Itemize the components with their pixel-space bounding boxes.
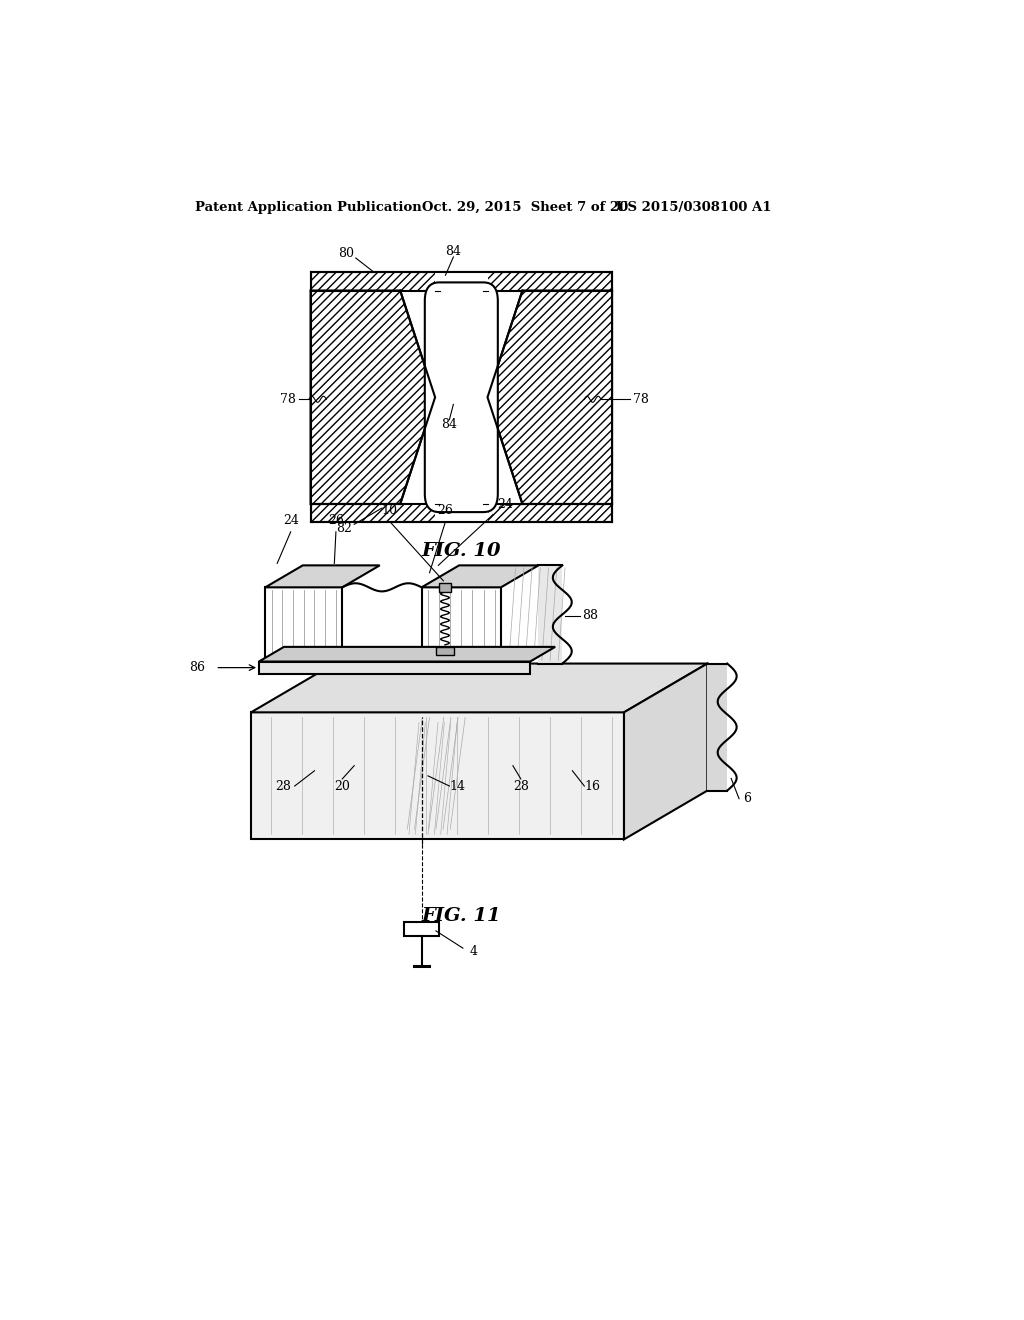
Text: 88: 88	[582, 609, 598, 622]
Polygon shape	[439, 583, 451, 591]
Polygon shape	[435, 504, 487, 523]
FancyBboxPatch shape	[425, 282, 498, 512]
Polygon shape	[251, 664, 708, 713]
Polygon shape	[624, 664, 708, 840]
Text: 28: 28	[274, 780, 291, 792]
Polygon shape	[251, 713, 624, 840]
Text: Oct. 29, 2015  Sheet 7 of 20: Oct. 29, 2015 Sheet 7 of 20	[422, 201, 628, 214]
Text: 6: 6	[743, 792, 751, 805]
Text: 78: 78	[633, 393, 648, 405]
Polygon shape	[265, 587, 342, 664]
Text: 20: 20	[334, 780, 350, 792]
Text: 26: 26	[328, 513, 344, 527]
Polygon shape	[310, 272, 612, 290]
Text: 84: 84	[441, 418, 458, 432]
Text: 24: 24	[283, 513, 299, 527]
Text: 14: 14	[450, 780, 465, 792]
Text: US 2015/0308100 A1: US 2015/0308100 A1	[616, 201, 771, 214]
Text: FIG. 11: FIG. 11	[422, 907, 501, 924]
Text: 84: 84	[445, 246, 462, 259]
Polygon shape	[422, 587, 501, 664]
Text: 82: 82	[336, 521, 352, 535]
Text: FIG. 10: FIG. 10	[422, 541, 501, 560]
Text: 78: 78	[281, 393, 296, 405]
Text: 86: 86	[189, 661, 205, 675]
Polygon shape	[708, 664, 727, 791]
Text: 26: 26	[437, 503, 454, 516]
Polygon shape	[259, 661, 530, 673]
Polygon shape	[265, 565, 380, 587]
Text: 24: 24	[497, 499, 513, 511]
Polygon shape	[259, 647, 555, 661]
Polygon shape	[487, 290, 612, 504]
Polygon shape	[310, 504, 612, 523]
Polygon shape	[422, 565, 539, 587]
Polygon shape	[436, 647, 454, 655]
Text: 80: 80	[338, 247, 354, 260]
Text: Patent Application Publication: Patent Application Publication	[196, 201, 422, 214]
Text: 10: 10	[382, 503, 398, 516]
Text: 28: 28	[513, 780, 528, 792]
Polygon shape	[404, 921, 439, 936]
Polygon shape	[501, 565, 562, 664]
Text: 4: 4	[469, 945, 477, 958]
Polygon shape	[435, 272, 487, 290]
Text: 16: 16	[585, 780, 600, 792]
Polygon shape	[310, 290, 435, 504]
